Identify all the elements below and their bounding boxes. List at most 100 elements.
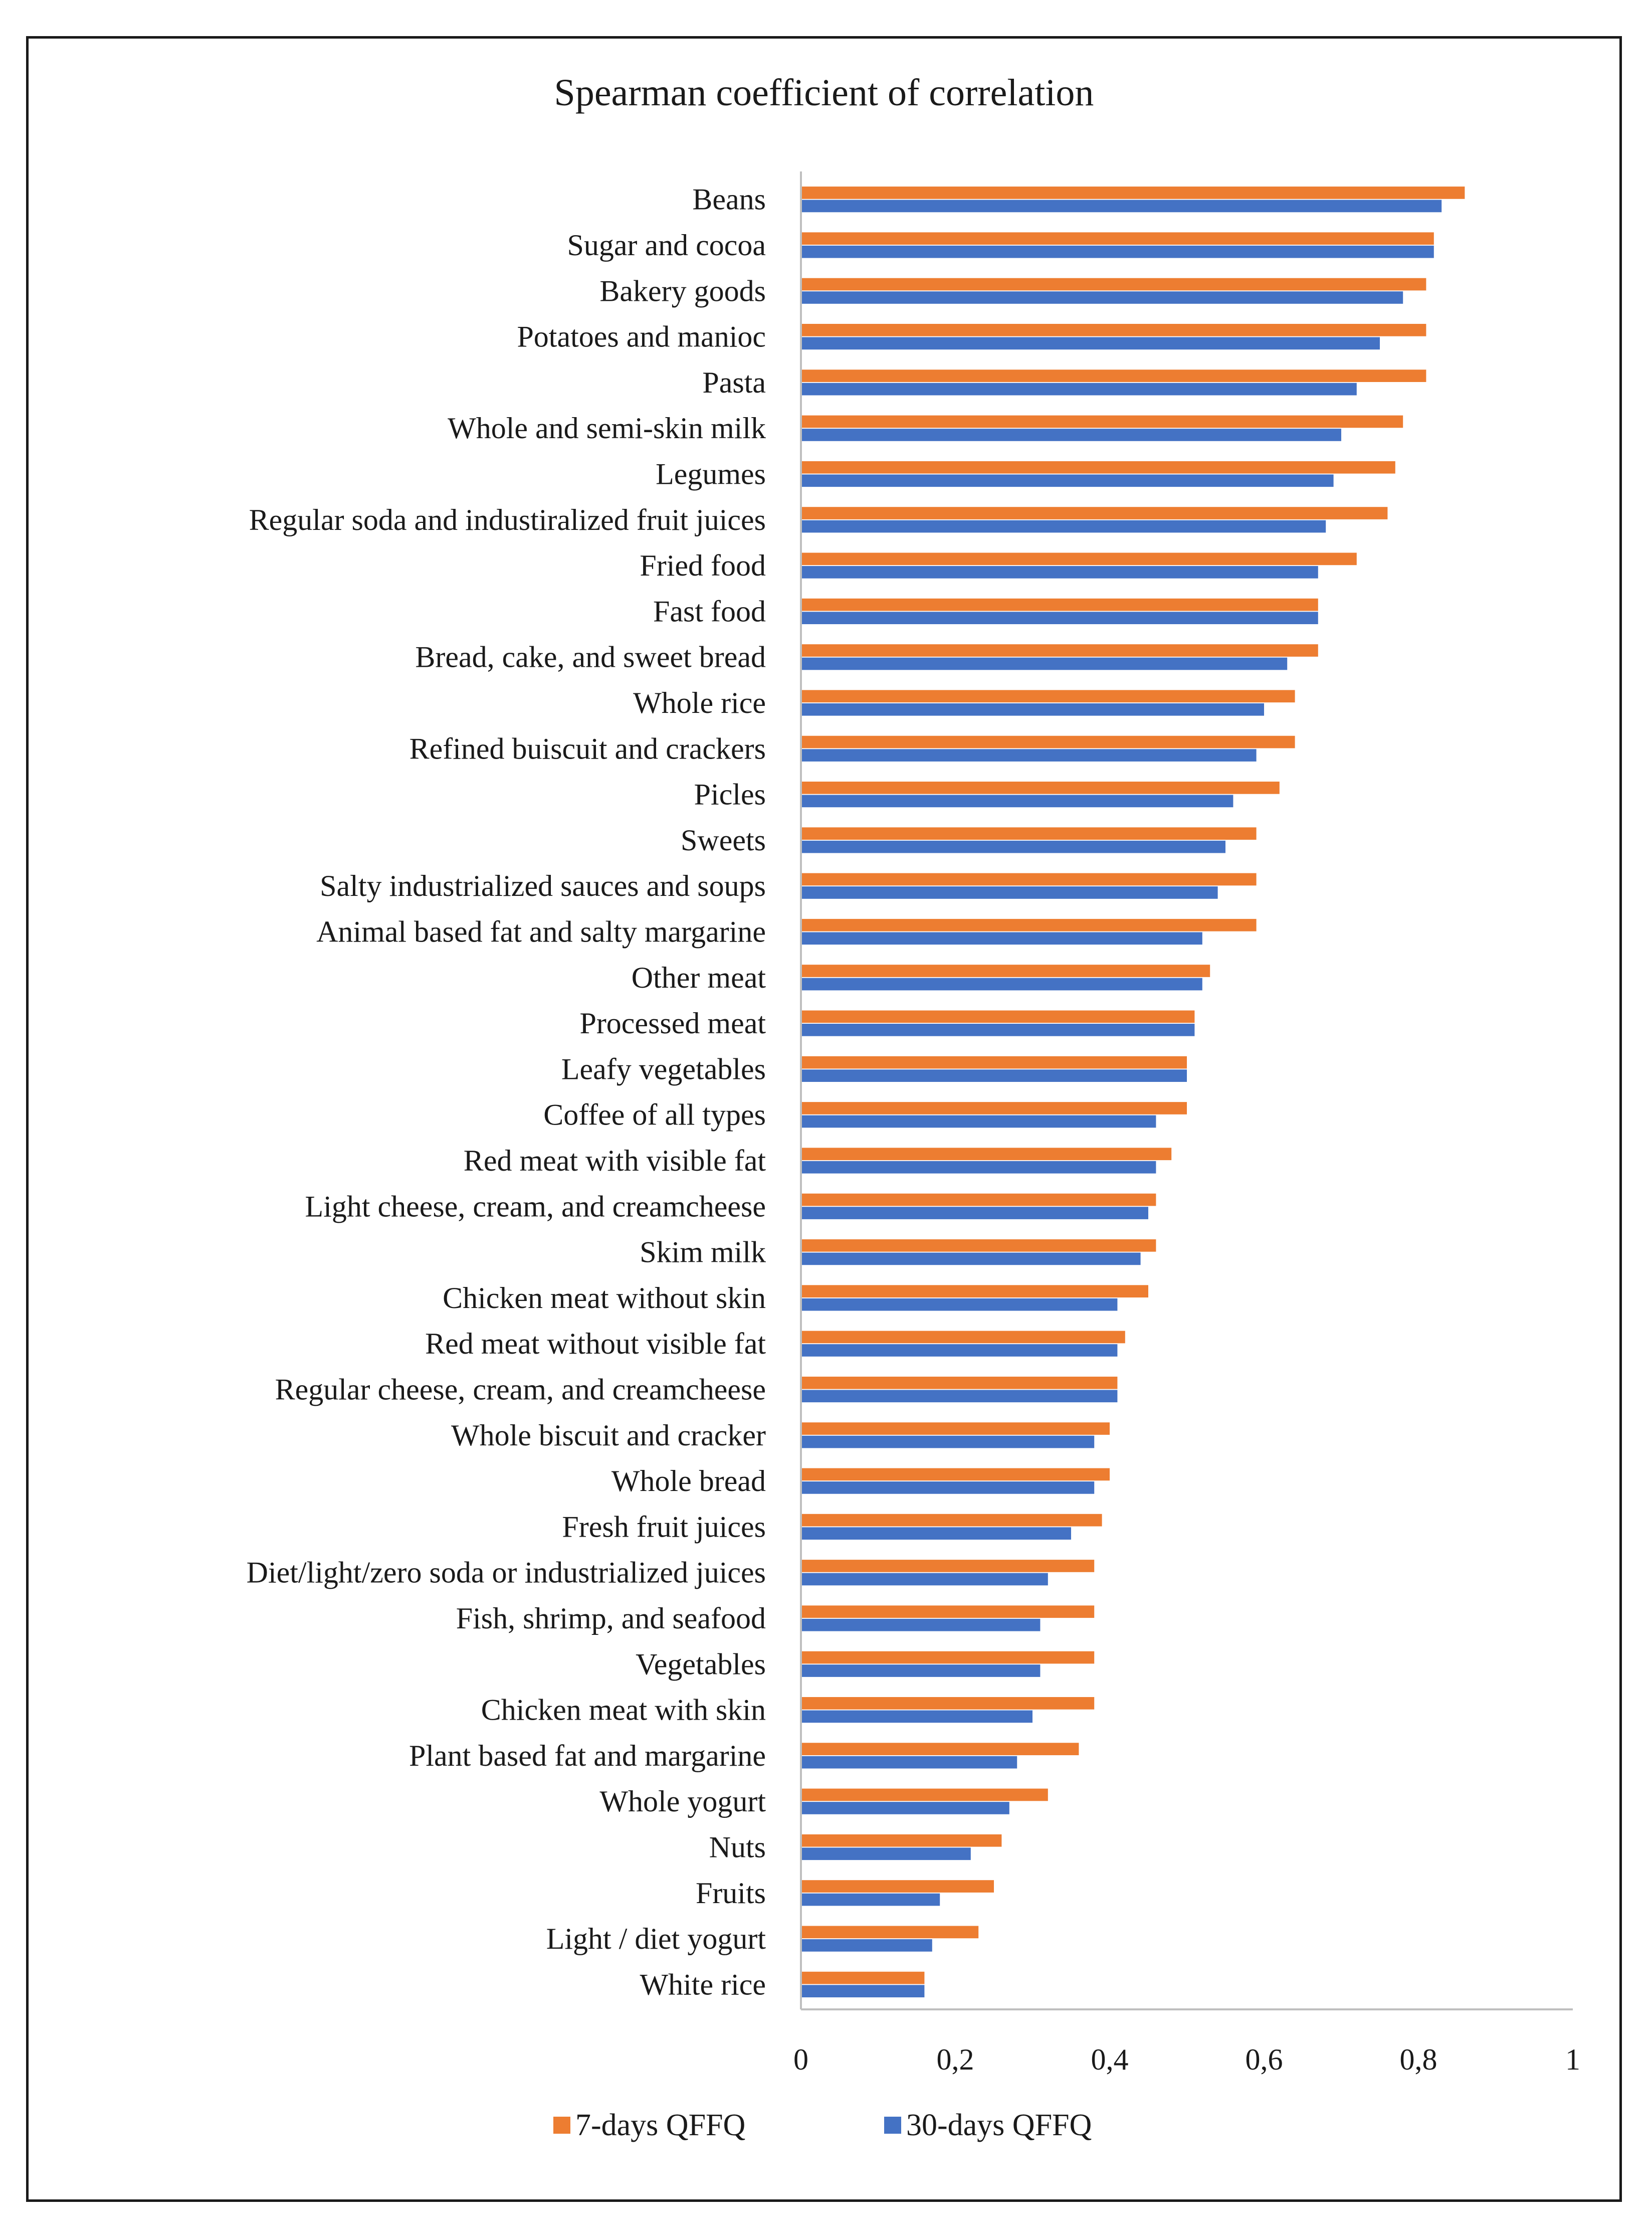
bar-30day-7 <box>801 520 1326 533</box>
bar-30day-36 <box>801 1847 971 1860</box>
bar-30day-15 <box>801 886 1218 899</box>
bar-30day-24 <box>801 1298 1118 1311</box>
category-label: Fish, shrimp, and seafood <box>456 1602 766 1635</box>
category-label: Regular cheese, cream, and creamcheese <box>275 1373 766 1406</box>
category-label: Skim milk <box>640 1236 766 1269</box>
bar-30day-23 <box>801 1252 1141 1265</box>
bar-7day-18 <box>801 1010 1195 1023</box>
bar-7day-15 <box>801 873 1257 886</box>
bar-7day-33 <box>801 1697 1095 1710</box>
bar-7day-39 <box>801 1971 925 1984</box>
bar-30day-33 <box>801 1710 1032 1723</box>
category-label: Pasta <box>702 366 766 399</box>
legend: 7-days QFFQ 30-days QFFQ <box>553 2108 1092 2142</box>
category-label: Whole biscuit and cracker <box>451 1419 766 1452</box>
bar-30day-2 <box>801 291 1403 304</box>
bar-30day-21 <box>801 1161 1156 1174</box>
bar-30day-26 <box>801 1390 1118 1403</box>
category-label: Whole yogurt <box>599 1785 766 1818</box>
legend-label-7day: 7-days QFFQ <box>575 2108 745 2142</box>
x-axis-ticks: 0 0,2 0,4 0,6 0,8 1 <box>793 2008 1580 2076</box>
category-label: Chicken meat with skin <box>481 1694 766 1727</box>
bar-7day-16 <box>801 918 1257 931</box>
category-label: Fruits <box>696 1877 766 1910</box>
bar-7day-7 <box>801 507 1388 519</box>
bar-7day-2 <box>801 278 1426 291</box>
bar-30day-3 <box>801 337 1380 350</box>
bar-7day-19 <box>801 1056 1187 1069</box>
bar-7day-4 <box>801 369 1426 382</box>
category-label: Picles <box>694 778 766 811</box>
bar-30day-19 <box>801 1069 1187 1082</box>
bar-30day-17 <box>801 978 1202 991</box>
bar-7day-32 <box>801 1651 1095 1664</box>
bar-7day-24 <box>801 1285 1148 1297</box>
bar-7day-6 <box>801 461 1395 474</box>
bar-30day-12 <box>801 749 1257 762</box>
bar-30day-20 <box>801 1115 1156 1128</box>
bar-30day-18 <box>801 1024 1195 1036</box>
category-label: Coffee of all types <box>543 1098 766 1132</box>
category-label: Salty industrialized sauces and soups <box>320 869 766 902</box>
bar-30day-30 <box>801 1573 1048 1586</box>
bar-30day-31 <box>801 1618 1041 1631</box>
chart-title: Spearman coefficient of correlation <box>554 72 1094 114</box>
category-label: Red meat with visible fat <box>464 1144 766 1177</box>
bar-30day-16 <box>801 932 1202 945</box>
bar-7day-29 <box>801 1514 1102 1527</box>
category-label: Red meat without visible fat <box>425 1327 766 1360</box>
bar-30day-5 <box>801 429 1341 441</box>
bar-7day-14 <box>801 827 1257 840</box>
legend-swatch-30day <box>884 2117 901 2134</box>
bar-7day-3 <box>801 324 1426 336</box>
category-label: Sugar and cocoa <box>567 229 766 262</box>
bar-30day-8 <box>801 566 1318 579</box>
bars-layer <box>801 186 1465 1997</box>
legend-swatch-7day <box>553 2117 570 2134</box>
bar-7day-27 <box>801 1422 1110 1435</box>
bar-7day-30 <box>801 1560 1095 1572</box>
bar-7day-25 <box>801 1331 1125 1344</box>
category-label: Bread, cake, and sweet bread <box>415 641 766 674</box>
bar-7day-8 <box>801 552 1357 566</box>
bar-30day-32 <box>801 1664 1041 1677</box>
category-label: Diet/light/zero soda or industrialized j… <box>247 1556 766 1589</box>
bar-30day-10 <box>801 657 1288 670</box>
bar-7day-0 <box>801 186 1465 199</box>
bar-7day-20 <box>801 1102 1187 1114</box>
bar-30day-13 <box>801 795 1233 808</box>
category-label: Potatoes and manioc <box>517 320 766 353</box>
category-label: Legumes <box>656 457 766 490</box>
bar-30day-25 <box>801 1344 1118 1357</box>
bar-30day-27 <box>801 1435 1095 1448</box>
bar-7day-23 <box>801 1239 1156 1252</box>
x-tick-label: 1 <box>1565 2043 1580 2076</box>
category-label: Whole and semi-skin milk <box>448 412 766 445</box>
bar-7day-21 <box>801 1148 1172 1161</box>
category-label: Vegetables <box>636 1647 766 1681</box>
bar-7day-17 <box>801 965 1210 977</box>
bar-7day-37 <box>801 1880 994 1893</box>
bar-7day-11 <box>801 690 1295 703</box>
bar-30day-29 <box>801 1527 1071 1540</box>
category-label: Refined buiscuit and crackers <box>409 732 766 765</box>
bar-30day-4 <box>801 383 1357 396</box>
category-label: Other meat <box>632 961 766 994</box>
bar-30day-37 <box>801 1893 940 1906</box>
bar-30day-11 <box>801 703 1264 716</box>
bar-30day-22 <box>801 1207 1148 1219</box>
category-label: Whole bread <box>611 1464 766 1498</box>
category-label: Nuts <box>709 1830 766 1863</box>
category-label: Processed meat <box>579 1007 766 1040</box>
bar-7day-28 <box>801 1468 1110 1481</box>
bar-30day-35 <box>801 1802 1009 1814</box>
category-label: Leafy vegetables <box>561 1052 766 1085</box>
category-label: Fried food <box>640 549 766 582</box>
bar-7day-31 <box>801 1605 1095 1618</box>
bar-7day-22 <box>801 1193 1156 1206</box>
category-label: White rice <box>640 1968 766 2001</box>
bar-7day-36 <box>801 1834 1002 1847</box>
bar-7day-9 <box>801 598 1318 611</box>
category-label: Plant based fat and margarine <box>409 1739 766 1772</box>
